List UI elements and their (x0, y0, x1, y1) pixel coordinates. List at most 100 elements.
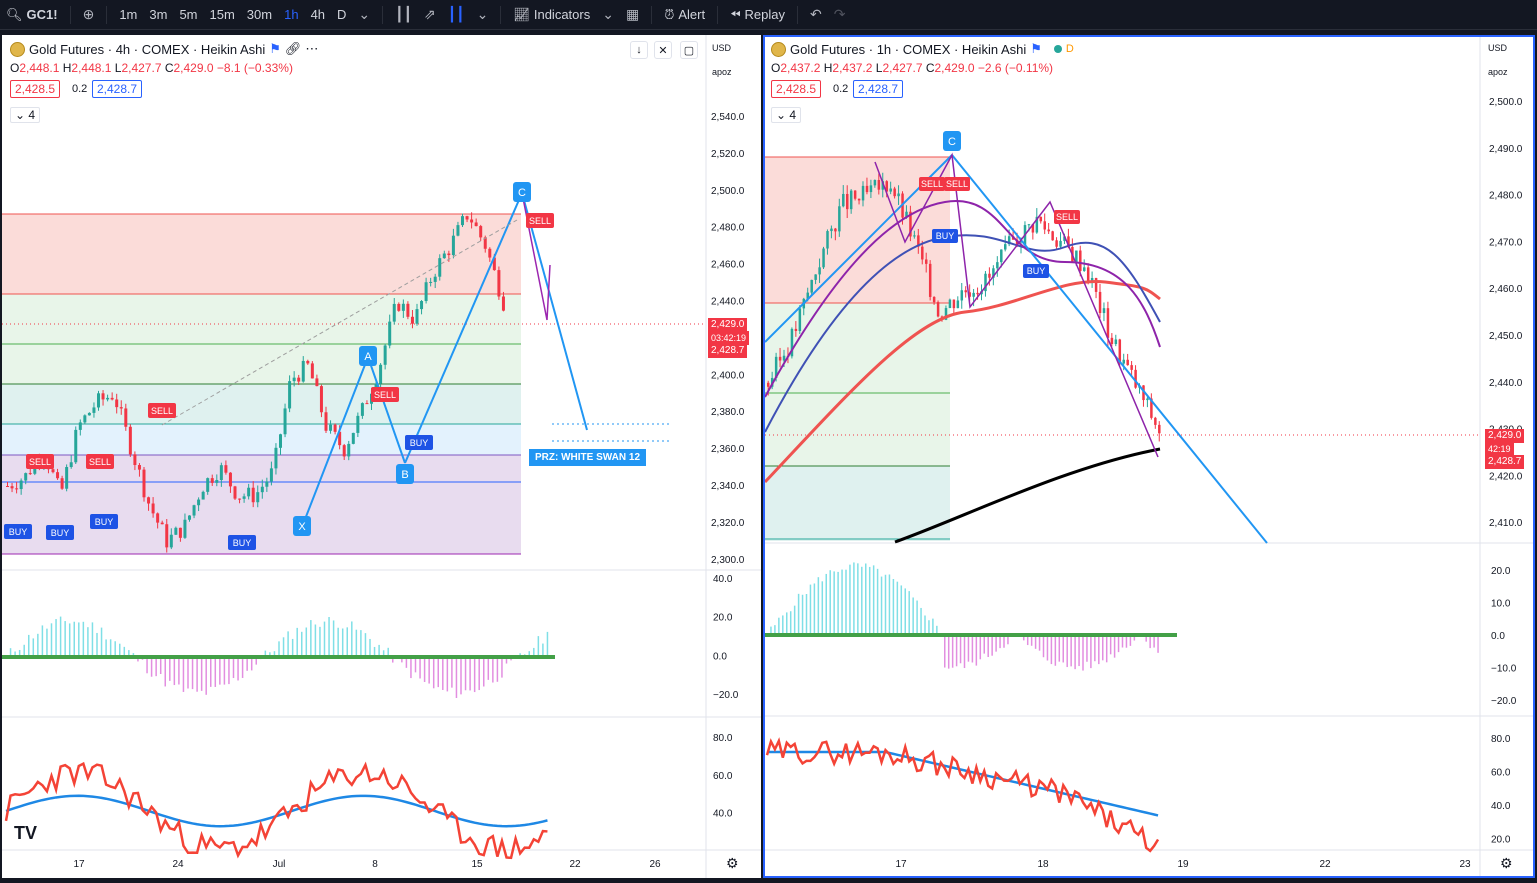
signal-label: SELL (1056, 212, 1078, 222)
currency-label[interactable]: USD (712, 43, 732, 53)
signal-label: SELL (374, 390, 396, 400)
interval-30m[interactable]: 30m (246, 7, 273, 22)
sell-price-button[interactable]: 2,428.5 (771, 80, 822, 98)
chart-type-icon[interactable]: ┃┃ (447, 6, 465, 22)
chart-title[interactable]: Gold Futures · 4h · COMEX · Heikin Ashi (29, 41, 266, 57)
chart-pane-left[interactable]: 2,540.0 2,520.0 2,500.0 2,480.0 2,460.0 2,440… (2, 35, 761, 878)
interval-1m[interactable]: 1m (119, 7, 138, 22)
divider (651, 5, 653, 24)
signal-badge (90, 514, 118, 529)
maximize-icon[interactable]: ▢ (680, 41, 698, 59)
chevron-down-icon[interactable]: ⌄ (358, 6, 371, 22)
pattern-point-badge (293, 516, 311, 536)
candle-body (319, 386, 323, 413)
candle-body (806, 292, 809, 299)
candle-body (470, 219, 474, 223)
candle-body (183, 519, 187, 538)
compare-icon[interactable]: ⇗ (424, 6, 436, 22)
status-dot-icon (1053, 45, 1062, 53)
candle-body (838, 206, 841, 232)
interval-3m[interactable]: 3m (149, 7, 168, 22)
add-symbol-icon[interactable]: ⊕ (82, 6, 95, 22)
candle-body (897, 193, 900, 197)
interval-D[interactable]: D (337, 7, 347, 22)
indicators-button[interactable]: 📈︎ Indicators (507, 0, 596, 30)
candle-body (69, 462, 73, 468)
redo-icon[interactable]: ↷ (833, 6, 846, 22)
signal-badge (86, 454, 114, 469)
buy-price-button[interactable]: 2,428.7 (92, 80, 143, 98)
price-tick-label: 2,520.0 (711, 149, 745, 160)
date-tick-label: 19 (1177, 859, 1189, 870)
scale-mode-label[interactable]: apoz (712, 67, 732, 77)
layout-grid-icon[interactable]: ▦ (625, 6, 640, 22)
chart-canvas-right[interactable]: 2,500.0 2,490.0 2,480.0 2,470.0 2,460.0 2,450… (765, 37, 1533, 876)
alert-button[interactable]: ⏰︎ Alert (658, 0, 711, 30)
undo-icon[interactable]: ↶ (809, 6, 822, 22)
flag-icon[interactable]: ⚑ (269, 41, 281, 56)
replay-button[interactable]: ⏪︎ Replay (724, 0, 791, 30)
osc-tick-label: 20.0 (713, 613, 733, 624)
candle-body (338, 431, 342, 446)
candle-body (1122, 359, 1125, 364)
arrow-down-icon[interactable]: ↓ (630, 41, 648, 59)
tradingview-logo[interactable]: TV (14, 823, 38, 843)
buy-price-button[interactable]: 2,428.7 (853, 80, 904, 98)
signal-badge (944, 177, 970, 191)
scale-mode-label[interactable]: apoz (1488, 67, 1508, 77)
candle-body (274, 447, 278, 469)
signal-label: SELL (151, 406, 173, 416)
close-value: 2,429.0 (934, 61, 975, 75)
candle-body (238, 498, 242, 500)
link-icon[interactable]: 🔗︎ (284, 41, 302, 56)
candle-body (197, 499, 201, 506)
collapse-indicators-button[interactable]: ⌄ 4 (771, 107, 802, 123)
chevron-down-icon[interactable]: ⌄ (602, 6, 614, 22)
candle-body (1075, 250, 1078, 263)
candle-body (178, 527, 182, 538)
sell-price-button[interactable]: 2,428.5 (10, 80, 61, 98)
signal-label: SELL (29, 457, 51, 467)
gear-icon[interactable]: ⚙ (726, 855, 739, 871)
bar-style-icon[interactable]: ┃┃ (395, 6, 413, 22)
candle-body (794, 328, 798, 332)
price-tick-label: 2,490.0 (1489, 144, 1523, 155)
signal-badge (919, 177, 945, 191)
candle-body (124, 408, 128, 427)
candle-body (767, 382, 770, 387)
symbol-search[interactable]: 🔍︎ GC1! (0, 0, 64, 30)
candle-body (992, 268, 995, 278)
candle-body (438, 258, 442, 277)
chevron-down-icon[interactable]: ⌄ (476, 6, 489, 22)
interval-5m[interactable]: 5m (179, 7, 198, 22)
chart-canvas-left[interactable]: 2,540.0 2,520.0 2,500.0 2,480.0 2,460.0 2,440… (2, 35, 761, 878)
candle-body (292, 377, 296, 382)
candle-body (206, 478, 210, 492)
interval-15m[interactable]: 15m (209, 7, 235, 22)
gear-icon[interactable]: ⚙ (1500, 855, 1513, 871)
collapse-indicators-button[interactable]: ⌄ 4 (10, 107, 41, 123)
flag-icon[interactable]: ⚑ (1030, 41, 1042, 56)
spread-value: 0.2 (833, 83, 849, 95)
candle-body (849, 190, 853, 210)
candle-body (913, 235, 916, 237)
divider (717, 5, 719, 24)
candle-body (51, 469, 55, 473)
candle-body (1158, 424, 1161, 434)
candle-body (360, 403, 364, 416)
currency-label[interactable]: USD (1488, 43, 1508, 53)
date-tick-label: 23 (1459, 859, 1471, 870)
candle-body (497, 270, 501, 297)
more-icon[interactable]: ⋯ (305, 41, 319, 56)
close-icon[interactable]: ✕ (654, 41, 672, 59)
pattern-leg (521, 192, 588, 431)
interval-4h[interactable]: 4h (310, 7, 326, 22)
interval-1h[interactable]: 1h (284, 7, 299, 22)
signal-label: SELL (529, 216, 551, 226)
candle-body (1126, 359, 1129, 366)
rsi-line (765, 737, 1160, 853)
candle-body (893, 188, 896, 197)
chart-pane-right[interactable]: 2,500.0 2,490.0 2,480.0 2,470.0 2,460.0 2,450… (763, 35, 1535, 878)
chart-title[interactable]: Gold Futures · 1h · COMEX · Heikin Ashi (790, 41, 1027, 57)
candle-body (310, 363, 314, 379)
